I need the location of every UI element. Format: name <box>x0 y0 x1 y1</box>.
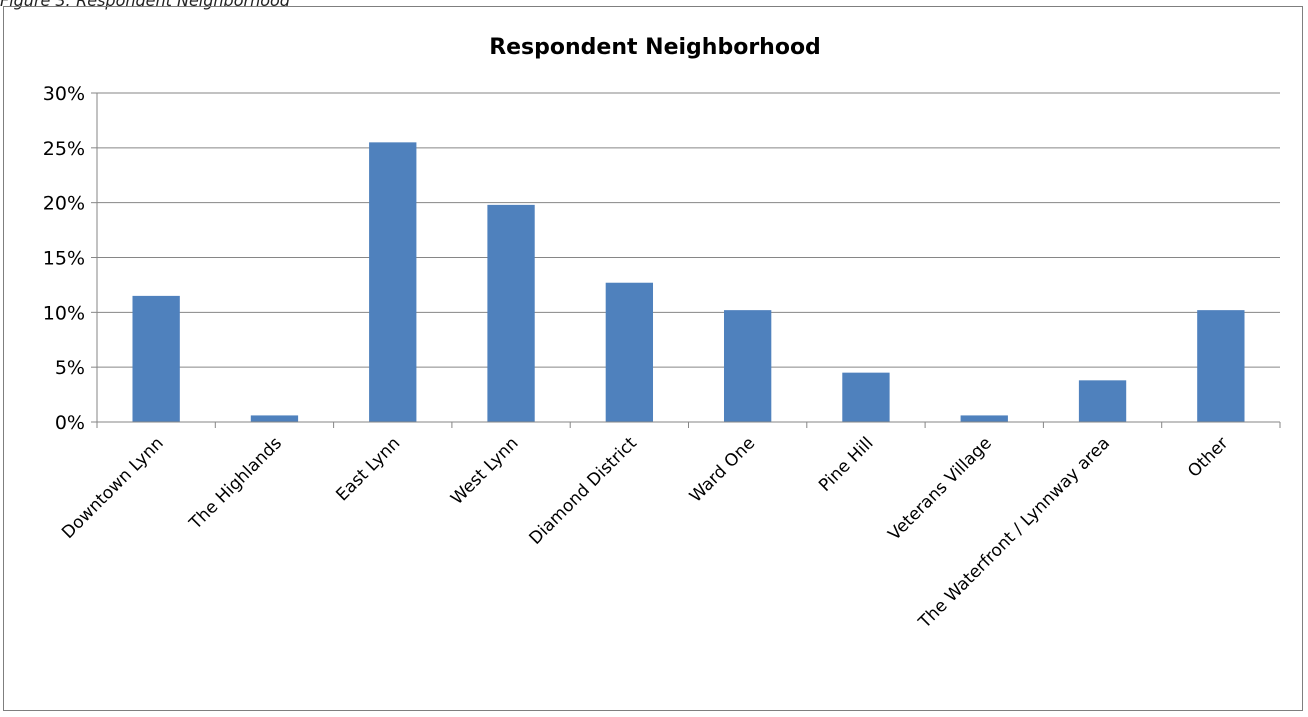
y-tick-label: 20% <box>43 193 85 215</box>
y-tick-label: 25% <box>43 138 85 160</box>
x-tick-label-7: Veterans Village <box>884 433 995 544</box>
y-tick-label: 15% <box>43 248 85 270</box>
y-tick-label: 10% <box>43 302 85 324</box>
chart-frame <box>3 6 1303 711</box>
axes <box>91 92 1281 428</box>
gridlines <box>97 92 1280 368</box>
chart-title: Respondent Neighborhood <box>489 35 821 60</box>
x-tick-label-8: The Waterfront / Lynnway area <box>914 433 1114 633</box>
y-tick-label: 0% <box>55 412 85 434</box>
y-tick-labels: 0% 5% 10% 15% 20% 25% 30% <box>43 83 85 434</box>
bar-8 <box>1078 380 1127 422</box>
bar-5 <box>723 310 772 422</box>
bar-1 <box>250 415 299 422</box>
bar-3 <box>487 204 535 422</box>
bar-0 <box>132 295 180 422</box>
bar-9 <box>1197 310 1245 422</box>
x-tick-label-2: East Lynn <box>332 433 404 505</box>
x-tick-label-1: The Highlands <box>185 433 286 534</box>
bar-6 <box>842 372 890 422</box>
x-tick-label-3: West Lynn <box>447 433 522 508</box>
figure-caption: Figure 3: Respondent Neighborhood <box>0 0 290 10</box>
x-tick-label-5: Ward One <box>686 433 759 506</box>
bar-7 <box>960 415 1008 422</box>
y-tick-label: 5% <box>55 357 85 379</box>
bars <box>132 142 1245 422</box>
y-tick-label: 30% <box>43 83 85 105</box>
bar-4 <box>605 282 654 422</box>
x-tick-label-6: Pine Hill <box>815 433 877 495</box>
x-tick-label-9: Other <box>1184 433 1232 481</box>
x-tick-label-4: Diamond District <box>525 433 641 549</box>
bar-2 <box>369 142 417 422</box>
x-tick-labels: Downtown Lynn The Highlands East Lynn West … <box>58 433 1232 633</box>
x-tick-label-0: Downtown Lynn <box>58 433 167 542</box>
